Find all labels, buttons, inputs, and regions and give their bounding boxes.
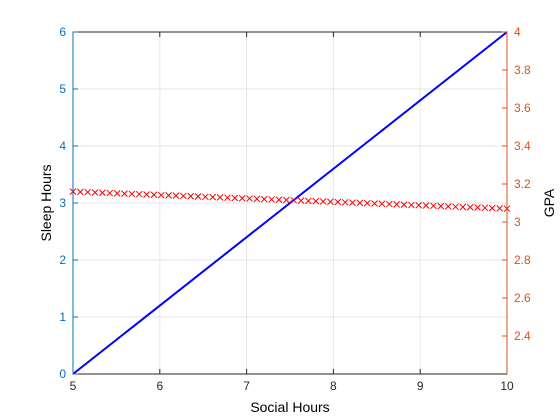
gpa-point bbox=[179, 192, 187, 200]
gpa-point bbox=[459, 203, 467, 211]
gpa-point bbox=[275, 196, 283, 204]
left-y-axis-label: Sleep Hours bbox=[38, 164, 54, 241]
gpa-point bbox=[341, 198, 349, 206]
gpa-point bbox=[363, 199, 371, 207]
gpa-point bbox=[253, 195, 261, 203]
gpa-point bbox=[393, 200, 401, 208]
gpa-point bbox=[187, 192, 195, 200]
gpa-point bbox=[349, 199, 356, 206]
x-tick-label: 6 bbox=[156, 379, 163, 393]
right-y-axis-label: GPA bbox=[541, 188, 557, 217]
gpa-point bbox=[91, 189, 99, 196]
sleep-hours-series bbox=[72, 31, 508, 375]
gpa-point bbox=[319, 198, 327, 205]
gpa-point bbox=[371, 200, 378, 207]
right-y-tick-label: 3 bbox=[514, 215, 521, 229]
left-y-tick-label: 3 bbox=[59, 196, 66, 210]
x-tick-label: 5 bbox=[70, 379, 77, 393]
gpa-point bbox=[466, 203, 474, 211]
x-tick-label: 9 bbox=[417, 379, 424, 393]
right-y-tick-label: 2.6 bbox=[514, 291, 531, 305]
gpa-point bbox=[356, 199, 364, 207]
right-y-tick-label: 3.2 bbox=[514, 177, 531, 191]
right-y-tick-label: 4 bbox=[514, 25, 521, 39]
gpa-point bbox=[194, 193, 202, 200]
right-y-tick-label: 2.8 bbox=[514, 253, 531, 267]
gpa-point bbox=[224, 194, 231, 202]
gpa-point bbox=[150, 191, 158, 199]
gpa-point bbox=[282, 196, 290, 204]
left-y-tick-label: 5 bbox=[59, 82, 66, 96]
gpa-point bbox=[488, 204, 496, 212]
gpa-point bbox=[143, 191, 150, 198]
gpa-point bbox=[312, 197, 320, 205]
x-tick-label: 10 bbox=[500, 379, 514, 393]
gpa-point bbox=[268, 196, 275, 203]
gpa-point bbox=[334, 198, 342, 206]
gpa-point bbox=[99, 189, 106, 197]
right-y-tick-label: 3.6 bbox=[514, 101, 531, 115]
right-y-tick-label: 2.4 bbox=[514, 329, 531, 343]
gpa-point bbox=[290, 196, 298, 204]
x-axis-ticks: 5 6 7 8 9 10 bbox=[70, 32, 514, 393]
left-y-tick-label: 6 bbox=[59, 25, 66, 39]
gpa-point bbox=[77, 188, 84, 196]
gpa-point bbox=[400, 201, 408, 208]
gpa-point bbox=[430, 202, 437, 210]
left-y-tick-label: 0 bbox=[59, 367, 66, 381]
gpa-point bbox=[305, 197, 312, 205]
gpa-point bbox=[202, 193, 209, 201]
gpa-point bbox=[172, 192, 180, 200]
gpa-point bbox=[452, 203, 459, 211]
gpa-point bbox=[444, 203, 452, 210]
gpa-point bbox=[113, 189, 121, 197]
gpa-point bbox=[216, 194, 224, 201]
gpa-point bbox=[209, 193, 217, 201]
gpa-point bbox=[422, 202, 430, 209]
gpa-point bbox=[121, 190, 128, 197]
right-y-axis-ticks: 2.4 2.6 2.8 3 3.2 3.4 3.6 3.8 4 bbox=[502, 25, 531, 374]
gpa-point bbox=[135, 190, 143, 198]
right-y-tick-label: 3.8 bbox=[514, 63, 531, 77]
x-tick-label: 8 bbox=[330, 379, 337, 393]
gpa-point bbox=[378, 200, 386, 208]
gpa-point bbox=[157, 191, 165, 199]
gpa-point bbox=[260, 195, 268, 203]
gpa-point bbox=[437, 202, 445, 210]
gpa-point bbox=[474, 204, 481, 211]
left-y-axis-ticks: 0 1 2 3 4 5 6 bbox=[59, 25, 78, 381]
x-tick-label: 7 bbox=[243, 379, 250, 393]
gpa-series bbox=[69, 188, 511, 213]
gpa-point bbox=[238, 194, 246, 202]
right-y-tick-label: 3.4 bbox=[514, 139, 531, 153]
gpa-point bbox=[165, 192, 172, 199]
gpa-point bbox=[297, 197, 305, 204]
gpa-point bbox=[231, 194, 239, 202]
x-axis-label: Social Hours bbox=[250, 399, 329, 415]
gpa-point bbox=[385, 200, 393, 208]
gpa-point bbox=[327, 198, 334, 206]
gpa-point bbox=[415, 201, 423, 209]
gpa-point bbox=[246, 195, 253, 202]
gpa-point bbox=[84, 188, 92, 196]
gpa-point bbox=[481, 204, 489, 212]
gpa-point bbox=[128, 190, 136, 198]
left-y-tick-label: 4 bbox=[59, 139, 66, 153]
left-y-tick-label: 2 bbox=[59, 253, 66, 267]
left-y-tick-label: 1 bbox=[59, 310, 66, 324]
gpa-point bbox=[408, 201, 415, 209]
sleep-hours-line bbox=[72, 31, 508, 375]
gpa-point bbox=[106, 189, 114, 197]
gpa-point bbox=[496, 205, 503, 212]
